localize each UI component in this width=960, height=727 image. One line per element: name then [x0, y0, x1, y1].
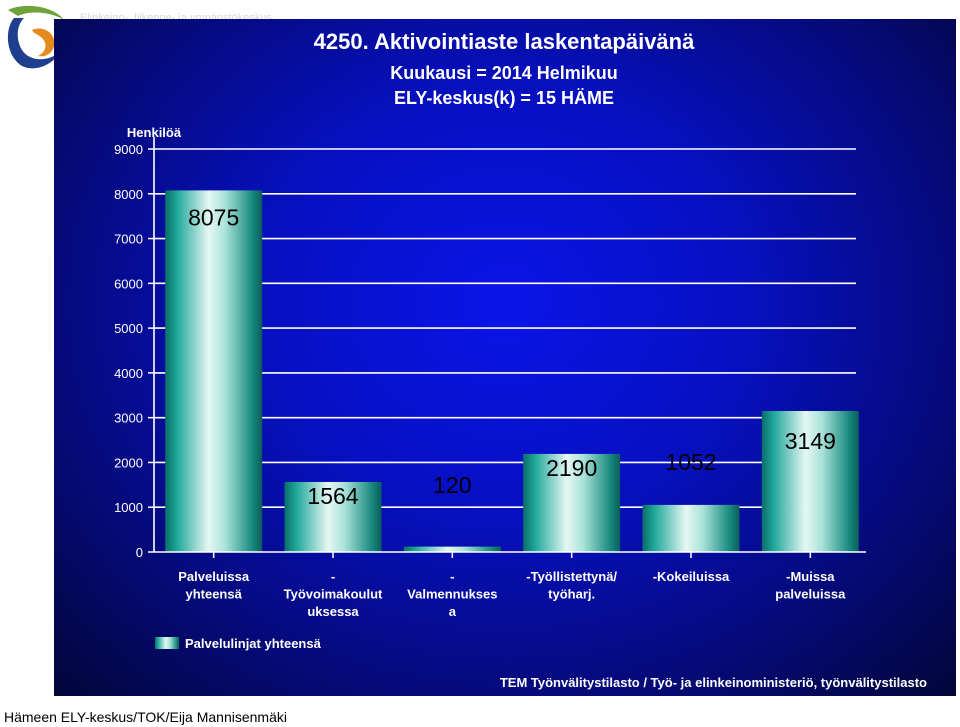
data-label: 2190 [546, 455, 597, 481]
logo [4, 4, 66, 70]
x-axis-categories: Palveluissa yhteensä - Työvoimakoulut uksess… [178, 569, 846, 619]
data-label: 1564 [307, 483, 358, 509]
data-label: 8075 [188, 204, 239, 230]
y-tick-label: 5000 [114, 321, 143, 336]
bar [284, 481, 382, 552]
footer-credit: Hämeen ELY-keskus/TOK/Eija Mannisenmäki [4, 709, 287, 725]
y-tick-label: 6000 [114, 276, 143, 291]
bars [165, 190, 859, 553]
bar [642, 504, 740, 552]
chart-title-line-2: Kuukausi = 2014 Helmikuu [390, 63, 618, 83]
data-label: 3149 [785, 428, 836, 454]
chart-title-line-3: ELY-keskus(k) = 15 HÄME [394, 88, 614, 108]
y-tick-label: 3000 [114, 411, 143, 426]
y-tick-label: 0 [136, 545, 143, 560]
category-label: Palveluissa [178, 569, 250, 584]
chart-title-line-1: 4250. Aktivointiaste laskentapäivänä [314, 29, 695, 54]
bar [165, 190, 263, 553]
bar [761, 410, 859, 552]
y-tick-label: 9000 [114, 142, 143, 157]
bar [523, 453, 621, 552]
y-axis-ticks: 0 1000 2000 3000 4000 5000 6000 7000 8000 9000 [114, 142, 154, 560]
legend-swatch [155, 637, 179, 649]
legend-label: Palvelulinjat yhteensä [185, 636, 322, 651]
data-label: 120 [433, 472, 471, 498]
legend: Palvelulinjat yhteensä [155, 636, 322, 651]
y-axis-label: Henkilöä [127, 125, 182, 140]
bar [403, 546, 501, 552]
axes [153, 137, 866, 558]
data-label: 1052 [665, 449, 716, 475]
logo-graphic [7, 5, 64, 69]
category-label: työharj. [548, 587, 595, 602]
data-labels: 8075 1564 120 2190 1052 3149 [188, 204, 836, 509]
y-tick-label: 4000 [114, 366, 143, 381]
category-label: palveluissa [775, 587, 846, 602]
category-label: -Työllistettynä/ [526, 569, 617, 584]
category-label: - [450, 569, 454, 584]
y-tick-label: 2000 [114, 455, 143, 470]
chart-title: 4250. Aktivointiaste laskentapäivänä Kuu… [314, 29, 695, 108]
category-label: Työvoimakoulut [284, 587, 383, 602]
y-tick-label: 7000 [114, 232, 143, 247]
source-note: TEM Työnvälitystilasto / Työ- ja elinkei… [500, 675, 927, 690]
category-label: uksessa [307, 604, 359, 619]
category-label: a [449, 604, 457, 619]
chart-panel: 4250. Aktivointiaste laskentapäivänä Kuu… [54, 19, 956, 696]
category-label: -Muissa [786, 569, 835, 584]
bar-chart: 4250. Aktivointiaste laskentapäivänä Kuu… [114, 29, 927, 690]
y-tick-label: 8000 [114, 187, 143, 202]
category-label: Valmennukses [407, 587, 497, 602]
category-label: - [331, 569, 335, 584]
category-label: yhteensä [185, 587, 242, 602]
category-label: -Kokeiluissa [653, 569, 730, 584]
y-tick-label: 1000 [114, 500, 143, 515]
